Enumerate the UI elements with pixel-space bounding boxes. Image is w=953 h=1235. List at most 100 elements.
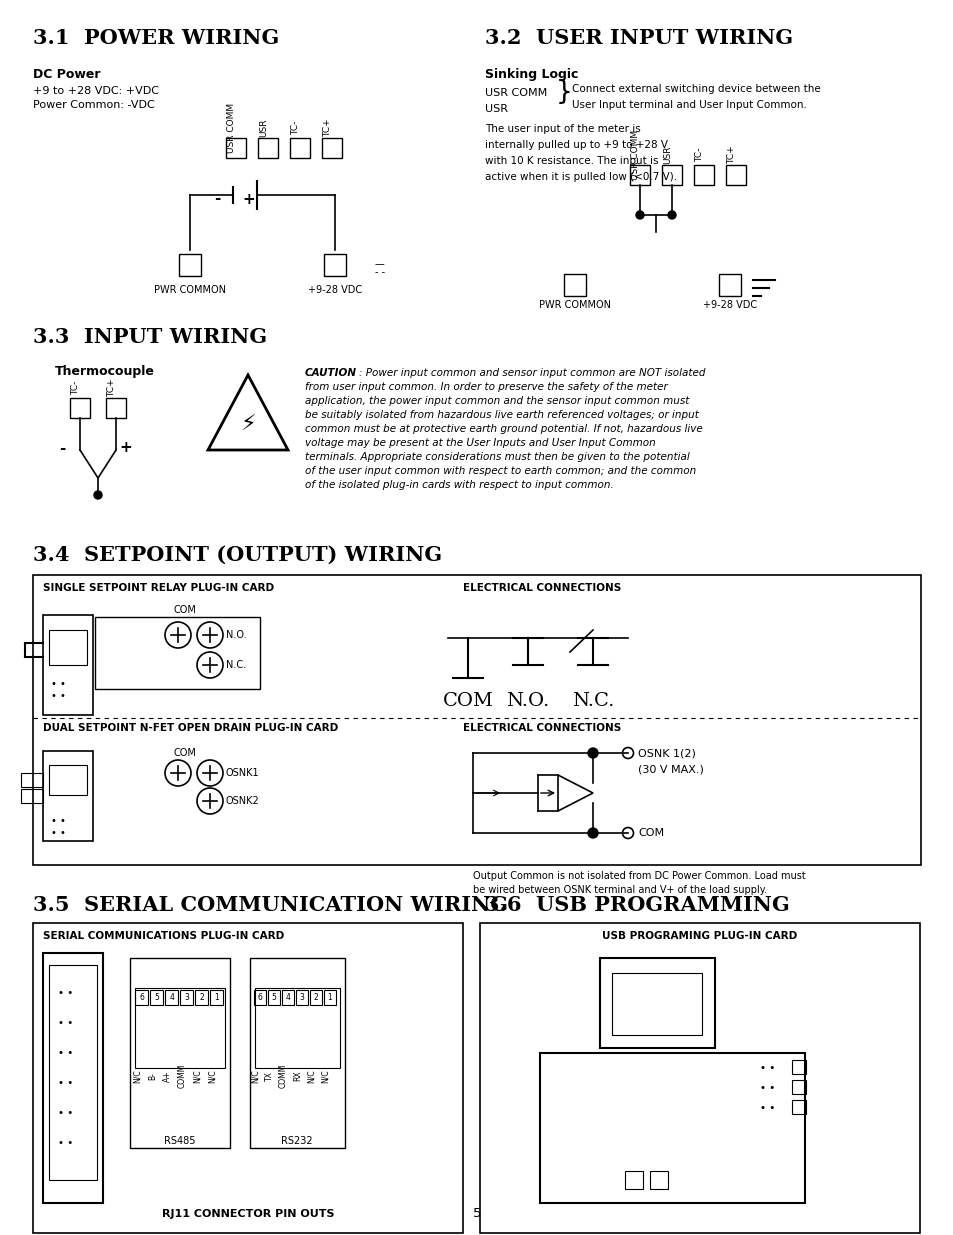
Bar: [295, 990, 308, 1005]
Bar: [791, 1060, 805, 1074]
Circle shape: [196, 652, 223, 678]
Text: 1: 1: [327, 993, 332, 1003]
Bar: [324, 990, 335, 1005]
Text: • •: • •: [58, 1108, 73, 1118]
Text: • •: • •: [58, 1078, 73, 1088]
Text: RS232: RS232: [281, 1136, 313, 1146]
Bar: [290, 138, 310, 158]
Text: OSNK1: OSNK1: [226, 768, 259, 778]
Text: be wired between OSNK terminal and V+ of the load supply.: be wired between OSNK terminal and V+ of…: [473, 885, 766, 895]
Text: • •: • •: [58, 1018, 73, 1028]
Text: 2: 2: [199, 993, 204, 1003]
Text: 5: 5: [272, 993, 276, 1003]
Text: +: +: [242, 191, 255, 206]
Text: 6: 6: [139, 993, 144, 1003]
Text: 3.1  POWER WIRING: 3.1 POWER WIRING: [33, 28, 279, 48]
Text: DC Power: DC Power: [33, 68, 100, 82]
Circle shape: [587, 748, 598, 758]
Text: Power Common: -VDC: Power Common: -VDC: [33, 100, 154, 110]
Text: RS485: RS485: [164, 1136, 195, 1146]
Text: N/C: N/C: [208, 1070, 216, 1083]
Text: USR COMM: USR COMM: [630, 130, 639, 180]
Text: +9-28 VDC: +9-28 VDC: [308, 285, 362, 295]
Text: -: -: [213, 191, 220, 206]
Text: Thermocouple: Thermocouple: [55, 366, 154, 378]
Bar: [43, 953, 103, 1203]
Bar: [210, 990, 223, 1005]
Bar: [135, 990, 148, 1005]
Text: terminals. Appropriate considerations must then be given to the potential: terminals. Appropriate considerations mu…: [305, 452, 689, 462]
Bar: [322, 138, 341, 158]
Circle shape: [196, 760, 223, 785]
Text: User Input terminal and User Input Common.: User Input terminal and User Input Commo…: [572, 100, 806, 110]
Text: • •: • •: [760, 1063, 775, 1073]
Bar: [612, 973, 701, 1035]
Bar: [257, 138, 277, 158]
Text: 3.6  USB PROGRAMMING: 3.6 USB PROGRAMMING: [484, 895, 789, 915]
Bar: [310, 990, 322, 1005]
Text: USR: USR: [258, 119, 268, 137]
Text: ELECTRICAL CONNECTIONS: ELECTRICAL CONNECTIONS: [462, 722, 620, 734]
Bar: [226, 138, 246, 158]
Text: TC+: TC+: [726, 146, 735, 164]
Text: COM: COM: [173, 748, 196, 758]
Text: 3.3  INPUT WIRING: 3.3 INPUT WIRING: [33, 327, 267, 347]
Bar: [21, 789, 43, 803]
Text: TC+: TC+: [323, 119, 332, 137]
Bar: [268, 990, 280, 1005]
Text: N.C.: N.C.: [571, 692, 614, 710]
Bar: [194, 990, 208, 1005]
Text: • •: • •: [760, 1103, 775, 1113]
Text: : Power input common and sensor input common are NOT isolated: : Power input common and sensor input co…: [358, 368, 705, 378]
Bar: [43, 751, 92, 841]
Text: —: —: [375, 259, 384, 269]
Text: with 10 K resistance. The input is: with 10 K resistance. The input is: [484, 156, 658, 165]
Text: +: +: [119, 441, 132, 456]
Bar: [791, 1079, 805, 1094]
Text: of the user input common with respect to earth common; and the common: of the user input common with respect to…: [305, 466, 696, 475]
Text: 3: 3: [184, 993, 190, 1003]
Text: USR: USR: [662, 146, 671, 164]
Circle shape: [196, 622, 223, 648]
Text: COMM: COMM: [178, 1063, 187, 1088]
Bar: [791, 1100, 805, 1114]
Text: USR COMM: USR COMM: [227, 103, 235, 153]
Text: USB PROGRAMING PLUG-IN CARD: USB PROGRAMING PLUG-IN CARD: [601, 931, 797, 941]
Text: N/C: N/C: [132, 1070, 142, 1083]
Text: B-: B-: [148, 1072, 157, 1079]
Bar: [599, 958, 714, 1049]
Bar: [539, 1053, 804, 1203]
Bar: [106, 398, 126, 417]
Text: COM: COM: [442, 692, 493, 710]
Text: N/C: N/C: [251, 1070, 260, 1083]
Bar: [43, 615, 92, 715]
Text: 3.4  SETPOINT (OUTPUT) WIRING: 3.4 SETPOINT (OUTPUT) WIRING: [33, 545, 441, 564]
Text: active when it is pulled low (<0.7 V).: active when it is pulled low (<0.7 V).: [484, 172, 677, 182]
Bar: [649, 1171, 667, 1189]
Bar: [629, 165, 649, 185]
Text: - -: - -: [375, 267, 385, 277]
Bar: [180, 990, 193, 1005]
Bar: [563, 274, 585, 296]
Text: ELECTRICAL CONNECTIONS: ELECTRICAL CONNECTIONS: [462, 583, 620, 593]
Text: • •: • •: [51, 827, 66, 839]
Text: • •: • •: [51, 692, 66, 701]
Circle shape: [587, 827, 598, 839]
Text: RJ11 CONNECTOR PIN OUTS: RJ11 CONNECTOR PIN OUTS: [162, 1209, 334, 1219]
Text: TC-: TC-: [695, 148, 703, 162]
Bar: [719, 274, 740, 296]
Text: • •: • •: [58, 988, 73, 998]
Text: N.O.: N.O.: [506, 692, 549, 710]
Circle shape: [165, 760, 191, 785]
Text: 1: 1: [214, 993, 219, 1003]
Circle shape: [94, 492, 102, 499]
Text: 3: 3: [299, 993, 304, 1003]
Text: N/C: N/C: [307, 1070, 315, 1083]
Text: A+: A+: [163, 1071, 172, 1082]
Bar: [33, 923, 462, 1233]
Text: CAUTION: CAUTION: [305, 368, 356, 378]
Text: • •: • •: [58, 1137, 73, 1149]
Text: }: }: [556, 79, 572, 105]
Text: internally pulled up to +9 to +28 V: internally pulled up to +9 to +28 V: [484, 140, 667, 149]
Text: 2: 2: [314, 993, 318, 1003]
